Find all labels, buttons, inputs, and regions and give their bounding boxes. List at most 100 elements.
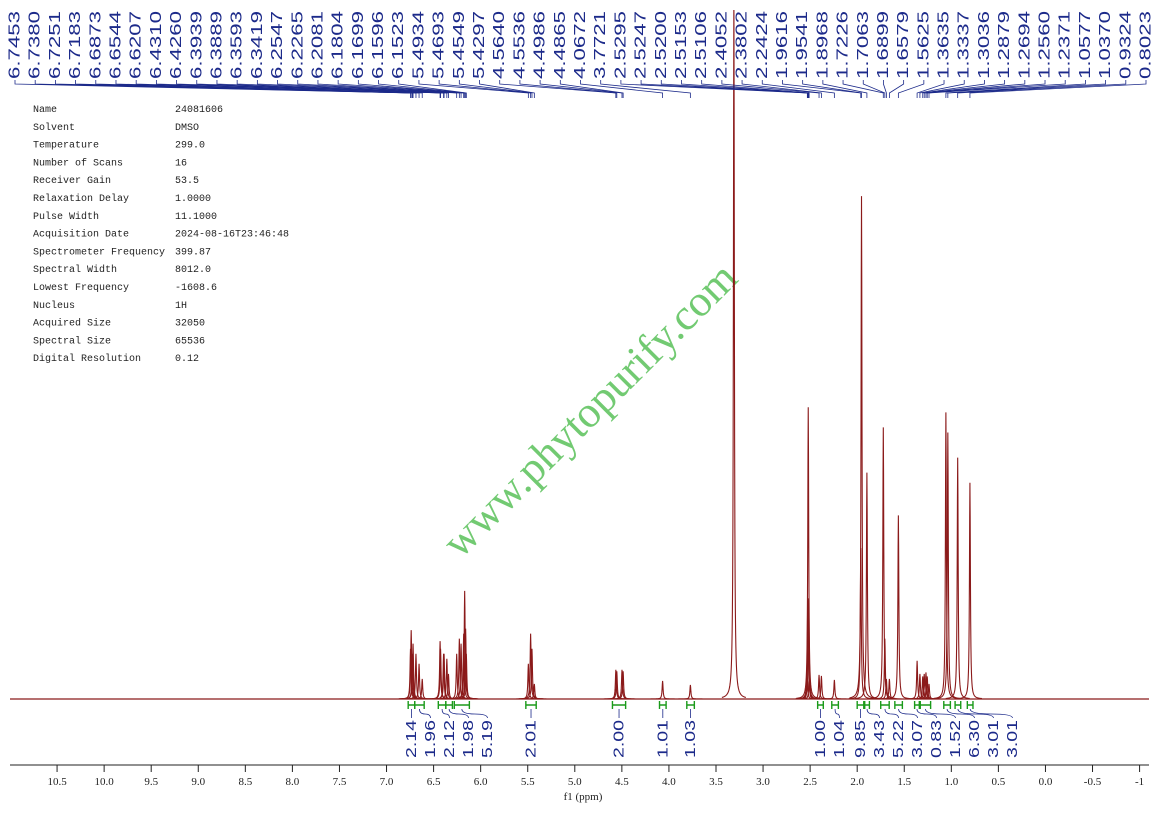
peak-label: 6.3593: [229, 11, 246, 79]
peak-label: 1.8968: [814, 11, 831, 79]
integral-label: 2.00: [611, 720, 628, 758]
x-tick-label: 7.0: [380, 776, 394, 788]
integral-bracket: [611, 701, 627, 709]
parameter-value: 1.0000: [175, 194, 211, 205]
integral-bracket: [919, 701, 932, 709]
integral-bracket: [816, 701, 825, 709]
peak-label: 1.7226: [835, 11, 852, 79]
x-tick-label: 10.5: [47, 776, 67, 788]
integral-connector: [866, 708, 880, 719]
peak-label: 6.4310: [148, 11, 165, 79]
integral-connector: [884, 708, 899, 719]
x-tick-label: 4.0: [662, 776, 676, 788]
integral-bracket: [414, 701, 425, 709]
peak-label: 6.6207: [128, 11, 145, 79]
peak-label-connector: [317, 80, 462, 98]
peak-label: 2.3802: [734, 11, 751, 79]
peak-label-connector: [957, 80, 1127, 98]
peak-label-connector: [701, 80, 810, 98]
x-tick-label: -1: [1135, 776, 1144, 788]
peak-label: 6.7251: [47, 11, 64, 79]
x-tick-label: 3.0: [756, 776, 770, 788]
peak-label-connector: [802, 80, 862, 98]
integral-connector: [834, 708, 840, 719]
peak-label: 4.5536: [511, 11, 528, 79]
integral-bracket: [954, 701, 962, 709]
peak-label-connector: [479, 80, 535, 98]
peak-label-connector: [721, 80, 820, 98]
peak-label-connector: [947, 80, 1107, 98]
peak-label: 6.7453: [7, 11, 24, 79]
peak-label: 6.3419: [249, 11, 266, 79]
peak-label: 3.7721: [592, 11, 609, 79]
peak: [454, 653, 479, 700]
x-tick-label: 1.5: [897, 776, 911, 788]
x-tick-label: 10.0: [95, 776, 115, 788]
peak: [917, 683, 941, 700]
parameter-name: Lowest Frequency: [33, 283, 129, 294]
parameter-name: Digital Resolution: [33, 353, 141, 365]
peak-label-connector: [620, 80, 808, 98]
peak-label-connector: [277, 80, 458, 98]
integral-label: 3.07: [909, 720, 926, 758]
peak-label-connector: [681, 80, 810, 98]
peak-label: 4.4986: [532, 11, 549, 79]
integral-bracket: [856, 701, 865, 709]
peak-label-connector: [928, 80, 1066, 98]
peak-label-connector: [782, 80, 862, 98]
parameter-value: -1608.6: [175, 283, 217, 294]
integral-bracket: [864, 701, 871, 709]
parameter-value: 2024-08-16T23:46:48: [175, 230, 289, 241]
integral-connector: [419, 708, 431, 719]
peak-label-connector: [216, 80, 445, 98]
peak-label: 2.5153: [673, 11, 690, 79]
integral-label: 3.01: [1004, 720, 1021, 758]
peak-label: 1.2694: [1016, 11, 1033, 79]
peak-label: 6.7183: [67, 11, 84, 79]
x-tick-label: 8.5: [238, 776, 252, 788]
peak-label-connector: [888, 80, 905, 98]
peak-label: 4.5640: [491, 11, 508, 79]
peak-label-connector: [600, 80, 691, 98]
peak-label: 1.2560: [1037, 11, 1054, 79]
integral-label: 2.12: [441, 720, 458, 758]
integral-bracket: [686, 701, 696, 709]
peak-label-connector: [883, 80, 887, 98]
peak-label: 6.1699: [350, 11, 367, 79]
parameter-name: Temperature: [33, 141, 99, 152]
peak-label-connector: [559, 80, 624, 98]
parameter-name: Relaxation Delay: [33, 193, 129, 205]
peak-label-connector: [822, 80, 868, 98]
peak-label-connector: [923, 80, 1006, 98]
peak-label: 1.7063: [855, 11, 872, 79]
integral-label: 3.43: [871, 720, 888, 758]
x-tick-label: 9.0: [191, 776, 205, 788]
x-tick-label: 1.0: [944, 776, 958, 788]
integral-label: 1.01: [654, 720, 671, 758]
parameter-name: Receiver Gain: [33, 175, 111, 187]
parameter-name: Acquisition Date: [33, 229, 129, 241]
integral-label: 2.01: [523, 720, 540, 758]
parameter-value: 65536: [175, 336, 205, 347]
x-tick-label: 0.5: [992, 776, 1006, 788]
peak: [957, 482, 982, 700]
integral-connector: [441, 708, 450, 719]
peak-label-connector: [580, 80, 663, 98]
parameter-value: 1H: [175, 301, 187, 312]
peak: [604, 671, 629, 700]
integral-connector: [448, 708, 469, 719]
integral-label: 9.85: [852, 720, 869, 758]
peak-label-connector: [519, 80, 618, 98]
parameter-name: Spectrometer Frequency: [33, 247, 165, 258]
peak: [822, 679, 847, 700]
parameter-value: 399.87: [175, 247, 211, 258]
peak-label: 6.3889: [208, 11, 225, 79]
integral-label: 1.98: [460, 720, 477, 758]
peak-label: 1.9616: [774, 11, 791, 79]
peak-label-connector: [842, 80, 884, 98]
peak-label-connector: [378, 80, 467, 98]
integral-label: 1.96: [422, 720, 439, 758]
peak: [849, 196, 874, 699]
peak-label-connector: [926, 80, 1046, 98]
